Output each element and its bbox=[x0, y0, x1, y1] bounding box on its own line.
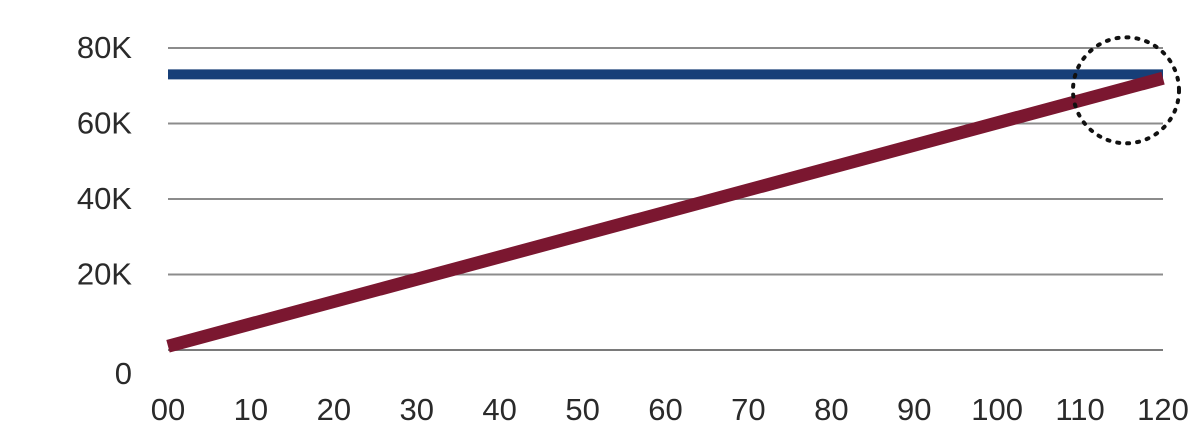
y-tick-label: 20K bbox=[77, 257, 132, 292]
x-tick-label: 100 bbox=[971, 392, 1023, 427]
x-tick-label: 10 bbox=[234, 392, 268, 427]
x-axis: 00 10 20 30 40 50 60 70 80 90 100 110 120 bbox=[151, 392, 1189, 427]
y-axis: 0 20K 40K 60K 80K bbox=[77, 30, 132, 391]
x-tick-label: 20 bbox=[317, 392, 351, 427]
x-tick-label: 90 bbox=[897, 392, 931, 427]
y-tick-label: 60K bbox=[77, 106, 132, 141]
x-tick-label: 50 bbox=[565, 392, 599, 427]
y-tick-label: 80K bbox=[77, 30, 132, 65]
x-tick-label: 60 bbox=[648, 392, 682, 427]
x-tick-label: 70 bbox=[731, 392, 765, 427]
series-line-rising bbox=[166, 71, 1165, 353]
annotation-layer bbox=[1071, 35, 1181, 146]
x-tick-label: 110 bbox=[1055, 392, 1104, 427]
x-tick-label: 120 bbox=[1137, 392, 1189, 427]
x-tick-label: 30 bbox=[400, 392, 434, 427]
highlight-circle bbox=[1071, 35, 1181, 146]
x-tick-label: 80 bbox=[814, 392, 848, 427]
series-layer bbox=[166, 69, 1165, 353]
x-tick-label: 00 bbox=[151, 392, 185, 427]
y-tick-label: 0 bbox=[115, 356, 132, 391]
y-tick-label: 40K bbox=[77, 181, 132, 216]
x-tick-label: 40 bbox=[482, 392, 516, 427]
